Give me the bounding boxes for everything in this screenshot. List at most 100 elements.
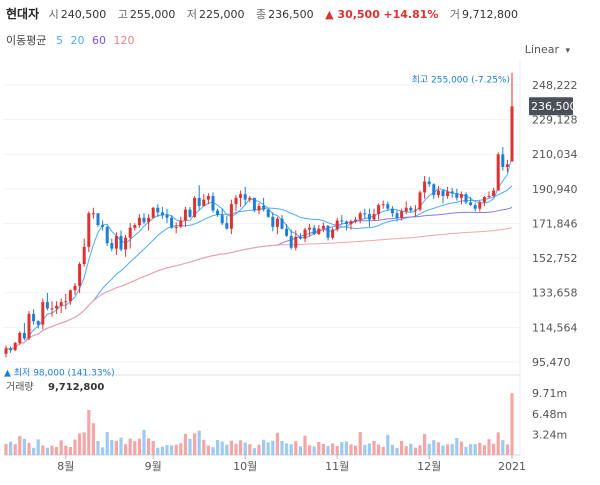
volume-bar (271, 440, 275, 455)
volume-bar (487, 439, 491, 455)
candle-body (124, 237, 128, 250)
candle-body (216, 210, 220, 216)
candle-body (229, 204, 233, 229)
candle-body (248, 197, 252, 200)
scale-mode-label: Linear (524, 43, 559, 56)
volume-bar (257, 444, 261, 455)
volume-bar (137, 438, 141, 455)
ma-period-120[interactable]: 120 (113, 34, 135, 47)
ma-period-5[interactable]: 5 (55, 34, 63, 47)
candle-body (340, 220, 344, 222)
volume-bar (266, 442, 270, 455)
volume-bar (501, 440, 505, 455)
candle-body (4, 348, 8, 354)
volume-bar (510, 393, 514, 455)
chevron-down-icon: ▾ (565, 46, 570, 56)
candle-body (487, 196, 491, 198)
candle-body (50, 308, 54, 310)
low-label: 저 (186, 8, 197, 21)
volume-bar (55, 447, 59, 455)
candle-body (464, 194, 468, 203)
volume-bar (128, 438, 132, 455)
volume-bar (174, 444, 178, 455)
volume-bar (367, 443, 371, 455)
volume-bar (326, 445, 330, 455)
volume-value: 9,712,800 (462, 8, 519, 21)
volume-bar (372, 440, 376, 455)
stock-header: 현대자 시 240,500 고 255,000 저 225,000 종 236,500 … (6, 6, 526, 23)
volume-bar (404, 446, 408, 455)
ma120-line (5, 227, 513, 350)
ma-period-20[interactable]: 20 (70, 34, 85, 47)
candle-body (96, 213, 100, 226)
volume-bar (432, 440, 436, 455)
volume-bar (179, 443, 183, 455)
volume-bar (18, 436, 22, 455)
ma-period-60[interactable]: 60 (91, 34, 106, 47)
candle-body (262, 205, 266, 210)
candle-body (133, 225, 137, 228)
scale-mode-selector[interactable]: Linear ▾ (525, 43, 570, 56)
candle-body (183, 209, 187, 221)
candle-body (151, 207, 155, 218)
volume-bar (96, 441, 100, 455)
candle-body (505, 164, 509, 167)
candle-body (367, 214, 371, 220)
volume-bar (50, 445, 54, 455)
volume-bar (344, 441, 348, 455)
candle-body (473, 205, 477, 209)
volume-bar (469, 444, 473, 455)
candle-body (13, 342, 17, 351)
close-label: 종 (256, 8, 267, 21)
candle-body (335, 220, 339, 230)
volume-bar (78, 433, 82, 455)
candle-body (326, 225, 330, 238)
candle-body (73, 285, 77, 291)
volume-bar (252, 448, 256, 455)
candle-body (450, 191, 454, 194)
x-tick-label: 8월 (57, 460, 74, 473)
max-price-label: 최고 255,000 (-7.25%) (412, 75, 510, 86)
volume-bar (381, 446, 385, 455)
volume-bar (165, 445, 169, 455)
candle-body (372, 214, 376, 220)
volume-bar (220, 441, 224, 455)
volume-bar (216, 440, 220, 455)
volume-label: 거 (449, 8, 461, 21)
candle-body (501, 154, 505, 167)
volume-bar (151, 441, 155, 455)
volume-bar (464, 446, 468, 455)
current-price-box (529, 97, 573, 116)
change-percent: +14.81% (383, 8, 439, 21)
volume-bar (418, 445, 422, 455)
candle-body (188, 209, 192, 217)
volume-bar (183, 433, 187, 455)
candle-body (202, 199, 206, 206)
volume-bar (234, 444, 238, 455)
candle-body (197, 197, 201, 206)
volume-bar (262, 439, 266, 455)
candle-body (64, 301, 68, 303)
candle-body (390, 208, 394, 214)
candle-body (206, 196, 210, 200)
volume-bar (91, 423, 95, 455)
volume-bar (82, 432, 86, 455)
volume-bar (363, 444, 367, 455)
candle-body (418, 192, 422, 210)
candle-body (349, 221, 353, 225)
candle-body (303, 229, 307, 239)
candle-body (400, 211, 404, 218)
candle-body (294, 236, 298, 248)
volume-bar (331, 443, 335, 455)
candle-body (436, 190, 440, 196)
price-tick-label: 152,752 (532, 252, 578, 265)
x-tick-label: 9월 (145, 460, 162, 473)
volume-bar (492, 443, 496, 455)
candle-body (225, 223, 229, 229)
volume-bar (386, 434, 390, 455)
stock-name[interactable]: 현대자 (6, 7, 40, 21)
candle-body (45, 302, 49, 309)
candle-body (114, 235, 118, 249)
volume-bar (243, 442, 247, 455)
